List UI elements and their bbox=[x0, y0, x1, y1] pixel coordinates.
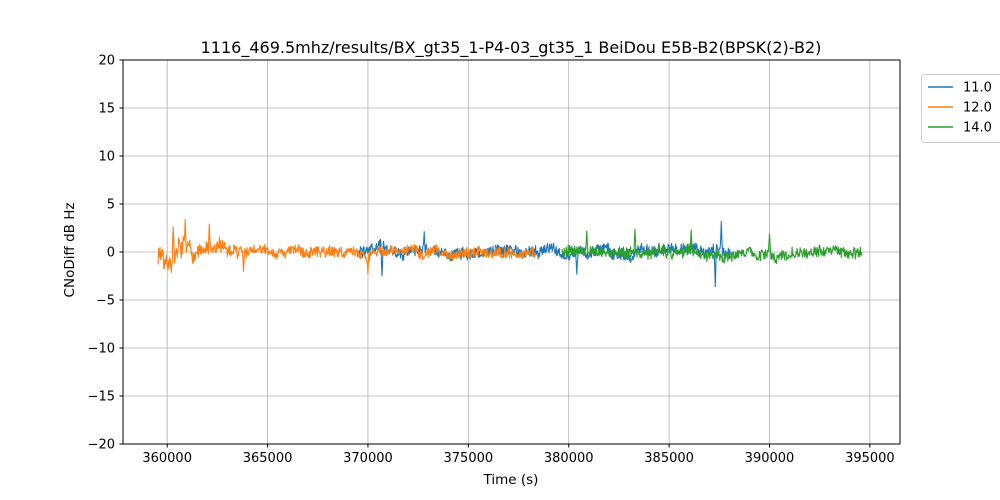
y-tick-label: −15 bbox=[88, 390, 115, 405]
y-tick-label: 0 bbox=[107, 246, 115, 261]
y-tick-label: 20 bbox=[98, 54, 115, 69]
x-tick-label: 385000 bbox=[644, 451, 694, 466]
y-tick-label: −20 bbox=[88, 438, 115, 453]
legend-entry: 14.0 bbox=[928, 121, 992, 136]
legend-label: 11.0 bbox=[963, 81, 992, 96]
y-tick-label: 15 bbox=[98, 102, 115, 117]
x-tick-label: 375000 bbox=[444, 451, 494, 466]
x-axis-label: Time (s) bbox=[483, 472, 539, 488]
legend-entry: 12.0 bbox=[928, 101, 992, 116]
y-axis-label: CNoDiff dB Hz bbox=[62, 203, 78, 298]
y-tick-label: 5 bbox=[107, 198, 115, 213]
x-tick-label: 370000 bbox=[343, 451, 393, 466]
legend-label: 12.0 bbox=[963, 101, 992, 116]
legend: 11.0 12.0 14.0 bbox=[921, 74, 1000, 143]
x-tick-label: 360000 bbox=[142, 451, 192, 466]
y-tick-label: −5 bbox=[96, 294, 115, 309]
x-tick-label: 395000 bbox=[845, 451, 895, 466]
legend-label: 14.0 bbox=[963, 121, 992, 136]
series-line-12.0 bbox=[157, 218, 537, 275]
x-tick-label: 390000 bbox=[745, 451, 795, 466]
axis-ticks: 360000 365000 370000 375000 380000 385000 3900… bbox=[88, 54, 895, 467]
chart-title: 1116_469.5mhz/results/BX_gt35_1-P4-03_gt… bbox=[201, 38, 822, 58]
series-line-11.0 bbox=[356, 220, 731, 288]
series-group bbox=[157, 218, 863, 288]
y-tick-label: −10 bbox=[88, 342, 115, 357]
x-tick-label: 380000 bbox=[544, 451, 594, 466]
y-tick-label: 10 bbox=[98, 150, 115, 165]
series-line-14.0 bbox=[561, 228, 863, 264]
legend-box bbox=[921, 74, 1000, 143]
legend-entry: 11.0 bbox=[928, 81, 992, 96]
x-tick-label: 365000 bbox=[243, 451, 293, 466]
